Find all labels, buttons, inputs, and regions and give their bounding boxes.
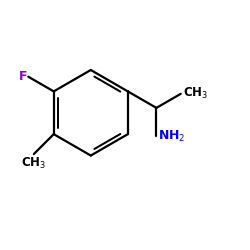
Text: F: F bbox=[18, 70, 27, 83]
Text: CH$_3$: CH$_3$ bbox=[183, 86, 208, 102]
Text: CH$_3$: CH$_3$ bbox=[21, 156, 46, 171]
Text: NH$_2$: NH$_2$ bbox=[158, 128, 186, 144]
